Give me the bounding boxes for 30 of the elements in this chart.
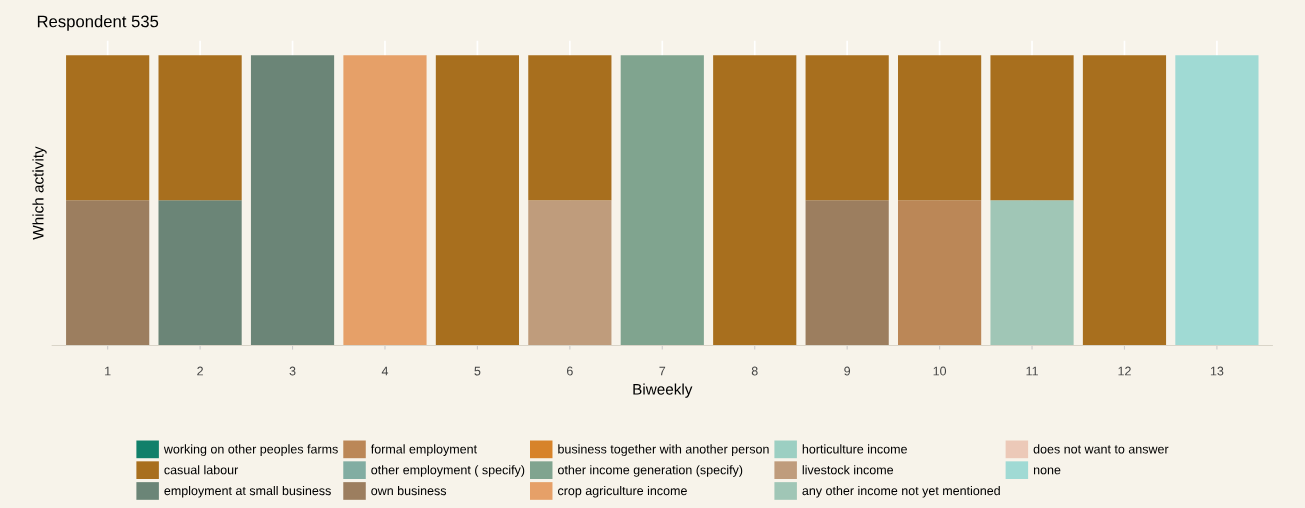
x-tick-label: 10 <box>933 366 947 376</box>
legend-label: livestock income <box>802 465 894 475</box>
x-tick-label: 9 <box>844 366 851 376</box>
legend-label: employment at small business <box>164 485 331 498</box>
x-tick-label: 7 <box>659 366 666 376</box>
x-tick-label: 13 <box>1210 366 1224 376</box>
legend-label: formal employment <box>370 444 477 456</box>
x-tick-label: 4 <box>381 366 389 376</box>
legend-label: business together with another person <box>558 444 769 456</box>
x-tick-label: 12 <box>1118 366 1131 376</box>
chart-title: Respondent 535 <box>37 15 159 31</box>
x-tick-label: 8 <box>751 366 758 376</box>
x-tick-label: 2 <box>197 366 203 376</box>
legend-label: own business <box>371 485 447 496</box>
legend-label: working on other peoples farms <box>163 444 338 456</box>
x-axis-title: Biweekly <box>633 383 693 398</box>
legend-label: other income generation (specify) <box>558 465 743 477</box>
y-axis-title: Which activity <box>32 146 47 240</box>
legend-label: none <box>1033 467 1061 475</box>
x-tick-label: 5 <box>474 366 481 376</box>
legend-label: horticulture income <box>802 444 907 454</box>
legend-label: any other income not yet mentioned <box>802 485 1000 498</box>
legend-label: casual labour <box>164 465 239 475</box>
x-tick-label: 11 <box>1026 366 1038 376</box>
x-tick-label: 6 <box>567 366 573 376</box>
x-tick-label: 3 <box>289 366 296 376</box>
x-tick-label: 1 <box>105 366 111 376</box>
legend-label: other employment ( specify) <box>371 465 525 477</box>
legend-label: does not want to answer <box>1033 444 1169 454</box>
legend-label: crop agriculture income <box>558 485 687 498</box>
